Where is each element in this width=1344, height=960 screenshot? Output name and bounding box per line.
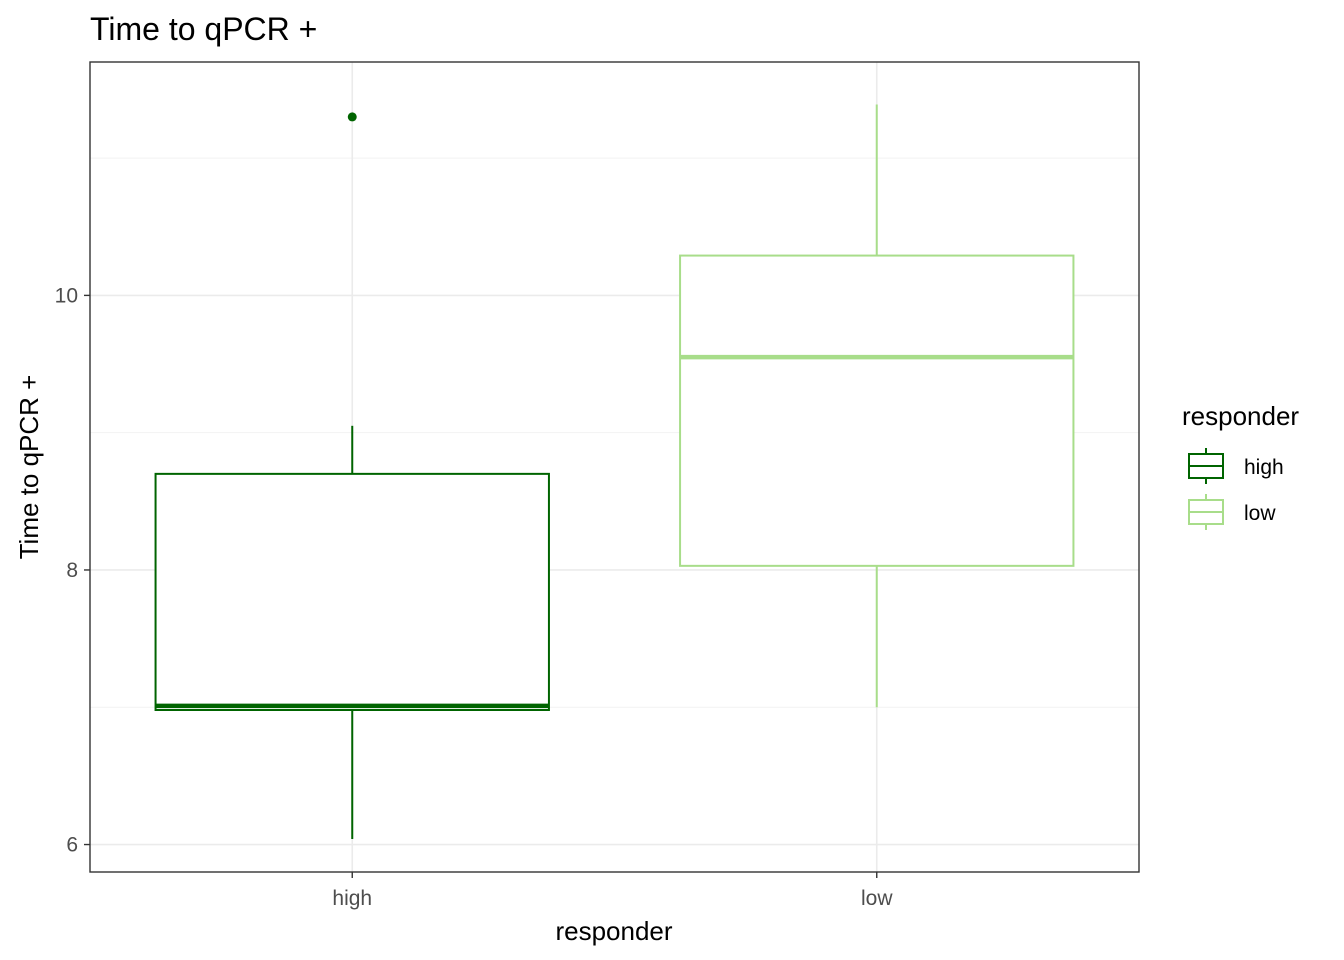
box-plots (154, 104, 1075, 840)
y-tick-label: 8 (66, 559, 78, 582)
legend-title: responder (1182, 401, 1299, 431)
outlier-point (347, 112, 357, 122)
x-axis-title: responder (555, 916, 672, 946)
legend-label: low (1244, 502, 1276, 525)
legend-label: high (1244, 456, 1284, 479)
chart-title: Time to qPCR + (90, 11, 317, 47)
legend-key-high (1188, 448, 1224, 484)
legend: responder high low (1182, 401, 1299, 530)
y-axis-title: Time to qPCR + (14, 375, 44, 560)
box (679, 254, 1075, 567)
box-group-high (154, 112, 550, 840)
plot-panel-border (89, 61, 1140, 873)
box (154, 472, 550, 711)
y-tick-label: 6 (66, 834, 78, 857)
y-tick-label: 10 (55, 284, 78, 307)
box-group-low (679, 104, 1075, 708)
x-tick-label: high (332, 887, 372, 910)
y-axis: 6 8 10 (55, 284, 90, 857)
x-tick-label: low (861, 887, 893, 910)
x-axis: high low (332, 872, 893, 910)
legend-key-low (1188, 494, 1224, 530)
